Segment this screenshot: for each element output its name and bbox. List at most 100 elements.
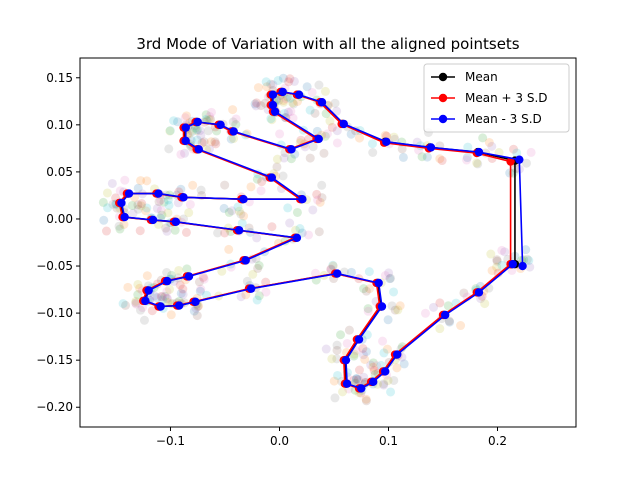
aligned-point-41-3 [296,135,306,145]
series-2-point-23 [234,226,244,235]
legend-label-1: Mean + 3 S.D [465,91,548,105]
aligned-point-20-3 [198,272,208,282]
series-2-point-4 [381,367,390,376]
series-2-point-49 [382,137,391,146]
aligned-point-2-4 [429,302,439,312]
aligned-point-17-1 [123,282,133,292]
aligned-point-30-8 [184,208,194,218]
aligned-point-49-0 [398,152,408,162]
aligned-point-11-2 [359,284,369,294]
aligned-point-8-5 [332,345,342,355]
aligned-point-25-3 [135,226,145,236]
aligned-point-43-4 [283,107,293,117]
aligned-point-39-2 [231,120,241,130]
y-tick-label-5: 0.05 [46,165,73,179]
aligned-point-6-0 [352,374,362,384]
aligned-point-29-2 [159,197,169,207]
series-2-point-43 [268,100,278,110]
aligned-point-14-5 [192,311,202,321]
aligned-point-16-3 [147,306,157,316]
aligned-point-7-0 [352,374,362,384]
aligned-point-34-9 [192,135,202,145]
aligned-point-35-0 [187,126,197,136]
aligned-point-30-1 [188,180,198,190]
aligned-point-22-8 [291,225,301,235]
aligned-point-10-0 [383,315,393,325]
aligned-point-50-0 [422,152,432,162]
aligned-point-33-2 [252,174,262,184]
aligned-point-25-7 [133,204,143,214]
aligned-point-45-4 [268,80,278,90]
aligned-point-25-5 [161,223,171,233]
aligned-point-17-4 [150,291,160,301]
aligned-point-33-7 [278,171,288,181]
series-2-point-40 [287,145,296,154]
aligned-point-32-9 [283,203,293,213]
series-2-point-32 [298,194,307,204]
y-tick-label-3: −0.05 [36,259,73,273]
aligned-point-41-6 [332,138,342,148]
legend-label-2: Mean - 3 S.D [465,112,542,126]
aligned-point-28-2 [127,200,137,210]
y-tick-label-4: 0.00 [46,212,73,226]
y-axis: −0.20 −0.15 −0.10 −0.05 0.00 0.05 0.10 0.15 [36,71,80,414]
aligned-point-16-7 [139,315,149,325]
aligned-point-50-1 [435,154,445,164]
aligned-point-4-6 [372,361,382,371]
aligned-point-21-2 [254,261,264,271]
aligned-point-25-4 [162,226,172,236]
aligned-point-2-3 [435,298,445,308]
aligned-point-38-8 [204,115,214,125]
aligned-point-49-9 [367,139,377,149]
aligned-point-48-0 [346,129,356,139]
aligned-point-45-3 [285,74,295,84]
aligned-point-45-0 [278,73,288,83]
series-2-point-30 [179,193,188,202]
aligned-point-32-6 [313,195,323,205]
aligned-point-26-4 [128,208,138,218]
aligned-point-13-2 [254,291,264,301]
aligned-point-31-5 [220,180,230,190]
aligned-point-48-3 [327,122,337,132]
aligned-point-13-6 [261,287,271,297]
aligned-point-46-7 [314,80,324,90]
aligned-point-44-9 [273,75,283,85]
aligned-point-34-5 [210,137,220,147]
aligned-point-46-9 [285,93,295,103]
series-2-point-2 [440,310,450,320]
aligned-point-4-1 [392,363,402,373]
aligned-point-43-9 [266,114,276,124]
aligned-point-16-1 [166,310,176,320]
aligned-point-26-7 [114,221,124,231]
aligned-point-15-0 [189,306,199,316]
aligned-point-52-0 [505,168,515,178]
aligned-point-12-6 [310,268,320,278]
aligned-point-30-9 [164,200,174,210]
aligned-point-53-8 [486,249,496,259]
aligned-point-18-8 [133,279,143,289]
aligned-point-10-5 [390,305,400,315]
aligned-point-11-6 [380,271,390,281]
aligned-point-35-4 [180,148,190,158]
aligned-point-7-7 [330,393,340,403]
aligned-point-14-3 [178,284,188,294]
series-2-point-19 [163,276,172,286]
aligned-point-2-6 [420,308,430,318]
aligned-point-40-2 [286,154,296,164]
aligned-point-23-7 [213,228,223,238]
aligned-point-11-4 [384,268,394,278]
aligned-point-2-8 [435,324,445,334]
series-2-point-14 [191,297,200,307]
aligned-point-51-0 [462,153,472,163]
aligned-point-32-5 [317,193,327,203]
aligned-point-51-4 [487,141,497,151]
aligned-point-13-8 [248,269,258,279]
aligned-point-17-7 [136,305,146,315]
series-2-point-20 [184,272,194,281]
aligned-point-24-3 [181,227,191,237]
aligned-point-47-5 [310,108,320,118]
aligned-point-44-1 [262,82,272,92]
series-2-point-12 [333,269,342,278]
series-2-point-41 [314,134,323,144]
aligned-point-27-6 [115,186,125,196]
